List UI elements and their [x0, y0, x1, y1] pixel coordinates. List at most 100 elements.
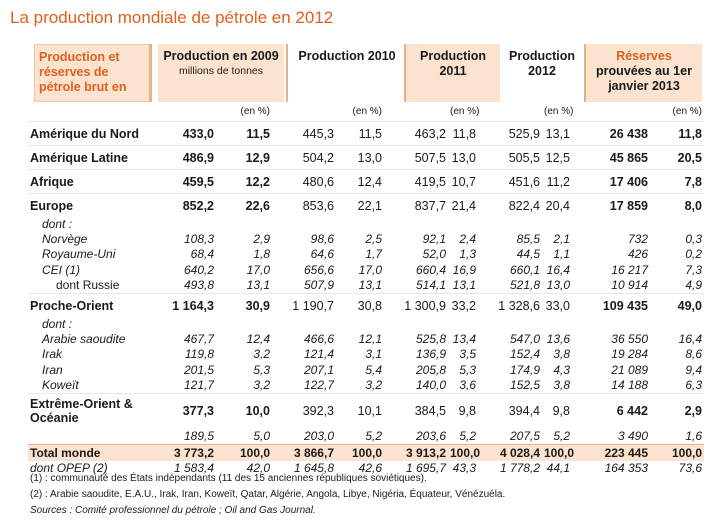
- table-row: 189,5 5,0 203,0 5,2 203,6 5,2 207,5 5,2 3 490 1,6: [28, 428, 704, 444]
- percent-cell: 13,6: [546, 331, 570, 346]
- percent-cell: 42,0: [246, 461, 270, 475]
- percent-cell: 100,0: [542, 443, 575, 461]
- percent-cell: 7,8: [650, 169, 704, 194]
- value-cell: 853,6: [272, 193, 336, 217]
- percent-cell: 13,1: [452, 278, 476, 293]
- percent-cell: 13,0: [448, 145, 478, 170]
- percent-cell: 3,1: [365, 347, 382, 362]
- percent-cell: 1,1: [553, 247, 570, 262]
- table-row: Total monde 3 773,2 100,0 3 866,7 100,0 3 913…: [28, 443, 704, 461]
- header-reserves-rest: prouvées au 1er janvier 2013: [596, 64, 692, 93]
- percent-cell: 100,0: [650, 443, 704, 461]
- value-cell: 52,0: [422, 247, 446, 262]
- page-title: La production mondiale de pétrole en 201…: [10, 8, 334, 27]
- value-cell: 16 217: [611, 262, 648, 277]
- value-cell: 17 406: [572, 169, 650, 194]
- header-reserves: Réserves prouvées au 1er janvier 2013: [586, 44, 702, 102]
- value-cell: 119,8: [184, 347, 214, 362]
- row-label: Royaume-Uni: [42, 247, 116, 262]
- percent-label: (en %): [450, 105, 480, 117]
- row-label: dont OPEP (2): [30, 461, 108, 475]
- value-cell: 433,0: [156, 121, 216, 146]
- percent-cell: 13,1: [358, 278, 382, 293]
- percent-cell: 42,6: [358, 461, 382, 475]
- value-cell: 189,5: [183, 428, 214, 443]
- value-cell: 419,5: [384, 169, 448, 194]
- empty-cell: [478, 101, 542, 122]
- percent-cell: 13,0: [336, 145, 384, 170]
- value-cell: 140,0: [415, 378, 446, 393]
- row-label: Norvège: [42, 231, 88, 246]
- header-production-2011: Production 2011: [406, 44, 500, 102]
- table-row: Royaume-Uni 68,4 1,8 64,6 1,7 52,0 1,3 44,5 1,1 4…: [28, 247, 704, 263]
- percent-cell: 73,6: [678, 461, 702, 475]
- value-cell: 1 300,9: [384, 293, 448, 317]
- percent-cell: 8,0: [650, 193, 704, 217]
- value-cell: 493,8: [183, 278, 214, 293]
- percent-cell: 2,1: [553, 231, 570, 246]
- percent-cell: 4,9: [685, 278, 702, 293]
- row-label: Afrique: [28, 169, 156, 194]
- value-cell: 3 773,2: [156, 443, 216, 461]
- percent-cell: 13,1: [542, 121, 572, 146]
- percent-cell: 3,2: [253, 347, 270, 362]
- value-cell: 6 442: [572, 393, 650, 428]
- empty-cell: [384, 101, 448, 122]
- percent-cell: 21,4: [448, 193, 478, 217]
- percent-label: (en %): [352, 105, 382, 117]
- table-row: dont :: [28, 317, 704, 331]
- value-cell: 466,6: [303, 331, 334, 346]
- percent-cell: 6,3: [685, 378, 702, 393]
- value-cell: 1 583,4: [173, 461, 214, 475]
- percent-cell: 3,6: [459, 378, 476, 393]
- value-cell: 394,4: [478, 393, 542, 428]
- value-cell: 152,4: [509, 347, 540, 362]
- value-cell: 660,4: [415, 262, 446, 277]
- table-row: Iran 201,5 5,3 207,1 5,4 205,8 5,3 174,9 4,3 21 0…: [28, 362, 704, 378]
- row-label: dont Russie: [56, 278, 120, 293]
- percent-cell: 0,3: [685, 231, 702, 246]
- percent-cell: 44,1: [546, 461, 570, 475]
- table-row: CEI (1) 640,2 17,0 656,6 17,0 660,4 16,9 660,1 1…: [28, 262, 704, 278]
- value-cell: 507,9: [303, 278, 334, 293]
- value-cell: 463,2: [384, 121, 448, 146]
- value-cell: 1 695,7: [405, 461, 446, 475]
- production-table: (en %) (en %) (en %) (en %) (en %) Amérique d…: [28, 101, 704, 476]
- table-row: Arabie saoudite 467,7 12,4 466,6 12,1 525,8 13…: [28, 331, 704, 347]
- row-label: Arabie saoudite: [42, 331, 126, 346]
- percent-cell: 100,0: [216, 443, 272, 461]
- value-cell: 1 778,2: [499, 461, 540, 475]
- percent-cell: 9,8: [448, 393, 478, 428]
- percent-cell: 11,8: [448, 121, 478, 146]
- value-cell: 108,3: [183, 231, 214, 246]
- percent-cell: 5,0: [253, 428, 270, 443]
- value-cell: 640,2: [183, 262, 214, 277]
- value-cell: 136,9: [415, 347, 446, 362]
- percent-cell: 3,8: [553, 378, 570, 393]
- percent-cell: 9,8: [542, 393, 572, 428]
- percent-cell: 5,3: [253, 362, 270, 377]
- value-cell: 1 164,3: [156, 293, 216, 317]
- value-cell: 85,5: [516, 231, 540, 246]
- row-label: dont :: [42, 317, 73, 331]
- percent-cell: 20,4: [542, 193, 572, 217]
- table-row: Norvège 108,3 2,9 98,6 2,5 92,1 2,4 85,5 2,1 732 0…: [28, 231, 704, 247]
- percent-cell: 8,6: [685, 347, 702, 362]
- percent-cell: 43,3: [452, 461, 476, 475]
- value-cell: 852,2: [156, 193, 216, 217]
- value-cell: 521,8: [509, 278, 540, 293]
- column-separator: [584, 44, 586, 102]
- percent-cell: 5,3: [459, 362, 476, 377]
- percent-cell: 13,1: [246, 278, 270, 293]
- value-cell: 656,6: [303, 262, 334, 277]
- header-reserves-highlight: Réserves: [616, 49, 672, 63]
- percent-cell: 13,4: [452, 331, 476, 346]
- empty-cell: [28, 101, 156, 122]
- percent-cell: 17,0: [246, 262, 270, 277]
- value-cell: 45 865: [572, 145, 650, 170]
- row-label: Europe: [28, 193, 156, 217]
- value-cell: 203,6: [415, 428, 446, 443]
- value-cell: 660,1: [509, 262, 540, 277]
- table-row: Extrême-Orient & Océanie 377,3 10,0 392,3 10…: [28, 393, 704, 428]
- row-label: Amérique du Nord: [28, 121, 156, 146]
